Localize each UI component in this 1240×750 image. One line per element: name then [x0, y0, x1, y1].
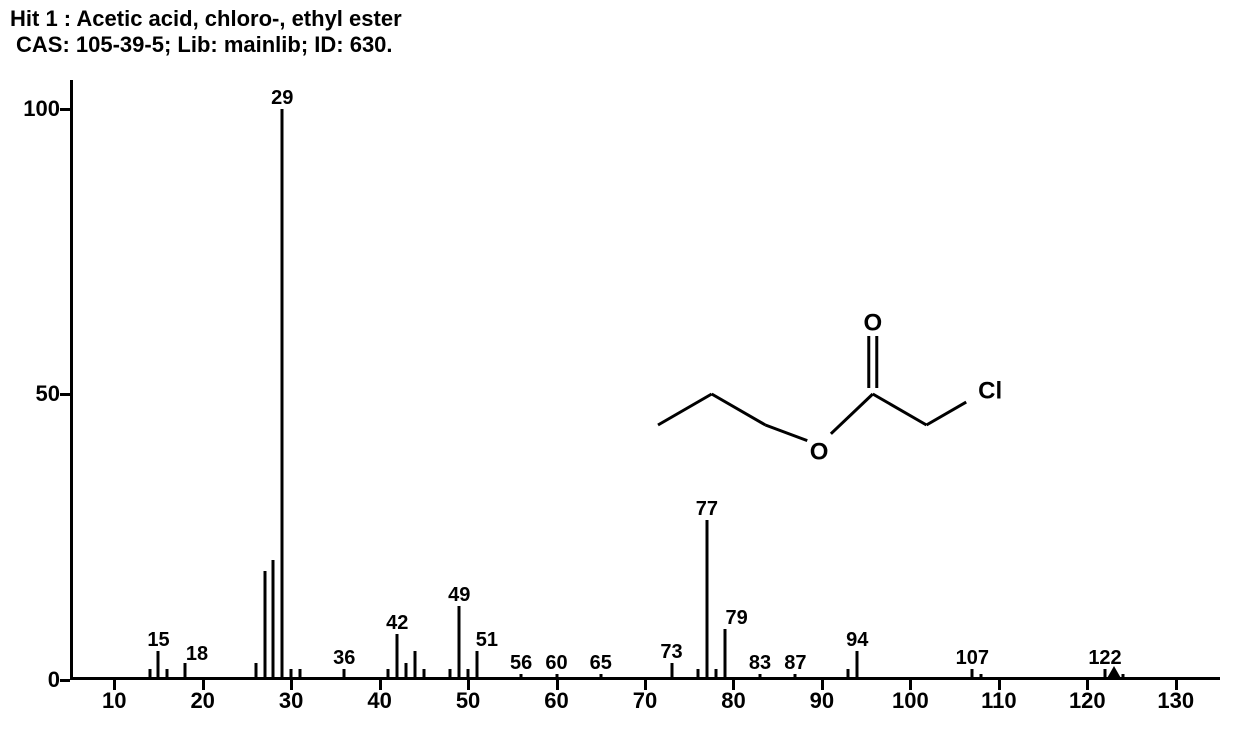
y-tick-label: 50: [36, 381, 70, 407]
x-tick-label: 20: [190, 680, 214, 714]
x-tick-label: 40: [367, 680, 391, 714]
peak-label: 15: [147, 629, 169, 652]
x-tick-label: 80: [721, 680, 745, 714]
spectrum-figure: Hit 1 : Acetic acid, chloro-, ethyl este…: [0, 0, 1240, 750]
spectrum-peak: [343, 669, 346, 680]
y-tick-label: 0: [48, 667, 70, 693]
spectrum-peak: [475, 651, 478, 680]
peak-label: 51: [476, 629, 498, 652]
spectrum-peak: [414, 651, 417, 680]
x-tick-label: 30: [279, 680, 303, 714]
spectrum-peak: [405, 663, 408, 680]
spectrum-peak: [281, 109, 284, 680]
structure-diagram: O O Cl: [640, 230, 1040, 460]
spectrum-peak: [697, 669, 700, 680]
peak-label: 107: [956, 647, 989, 670]
mass-marker-icon: [1106, 666, 1122, 680]
peak-label: 73: [660, 641, 682, 664]
figure-subtitle: CAS: 105-39-5; Lib: mainlib; ID: 630.: [16, 32, 393, 58]
x-tick-label: 70: [633, 680, 657, 714]
x-tick-label: 90: [810, 680, 834, 714]
peak-label: 94: [846, 629, 868, 652]
spectrum-peak: [166, 669, 169, 680]
spectrum-peak: [856, 651, 859, 680]
spectrum-peak: [387, 669, 390, 680]
peak-label: 60: [545, 652, 567, 675]
x-tick-label: 10: [102, 680, 126, 714]
spectrum-peak: [670, 663, 673, 680]
svg-text:Cl: Cl: [978, 377, 1002, 404]
peak-label: 83: [749, 652, 771, 675]
spectrum-peak: [157, 651, 160, 680]
spectrum-peak: [467, 669, 470, 680]
peak-label: 49: [448, 584, 470, 607]
peak-label: 18: [186, 643, 208, 666]
peak-label: 29: [271, 87, 293, 110]
spectrum-peak: [980, 674, 983, 680]
spectrum-peak: [148, 669, 151, 680]
spectrum-plot: 050100 102030405060708090100110120130 15…: [70, 80, 1220, 680]
peak-label: 56: [510, 652, 532, 675]
svg-text:O: O: [810, 438, 829, 460]
x-tick-label: 60: [544, 680, 568, 714]
peak-label: 77: [696, 498, 718, 521]
spectrum-peak: [263, 571, 266, 680]
spectrum-peak: [705, 520, 708, 680]
spectrum-peak: [714, 669, 717, 680]
peak-label: 65: [590, 652, 612, 675]
y-tick-label: 100: [23, 96, 70, 122]
svg-text:O: O: [863, 309, 882, 336]
y-axis: [70, 80, 73, 680]
peak-label: 36: [333, 647, 355, 670]
peak-label: 79: [725, 607, 747, 630]
spectrum-peak: [723, 629, 726, 680]
x-tick-label: 100: [892, 680, 929, 714]
peak-label: 42: [386, 612, 408, 635]
spectrum-peak: [290, 669, 293, 680]
spectrum-peak: [449, 669, 452, 680]
x-tick-label: 120: [1069, 680, 1106, 714]
spectrum-peak: [458, 606, 461, 680]
spectrum-peak: [971, 669, 974, 680]
spectrum-peak: [299, 669, 302, 680]
spectrum-peak: [396, 634, 399, 680]
figure-title: Hit 1 : Acetic acid, chloro-, ethyl este…: [10, 6, 402, 32]
spectrum-peak: [422, 669, 425, 680]
x-tick-label: 50: [456, 680, 480, 714]
x-tick-label: 130: [1157, 680, 1194, 714]
x-tick-label: 110: [981, 680, 1017, 714]
spectrum-peak: [272, 560, 275, 680]
spectrum-peak: [847, 669, 850, 680]
spectrum-peak: [254, 663, 257, 680]
peak-label: 87: [784, 652, 806, 675]
